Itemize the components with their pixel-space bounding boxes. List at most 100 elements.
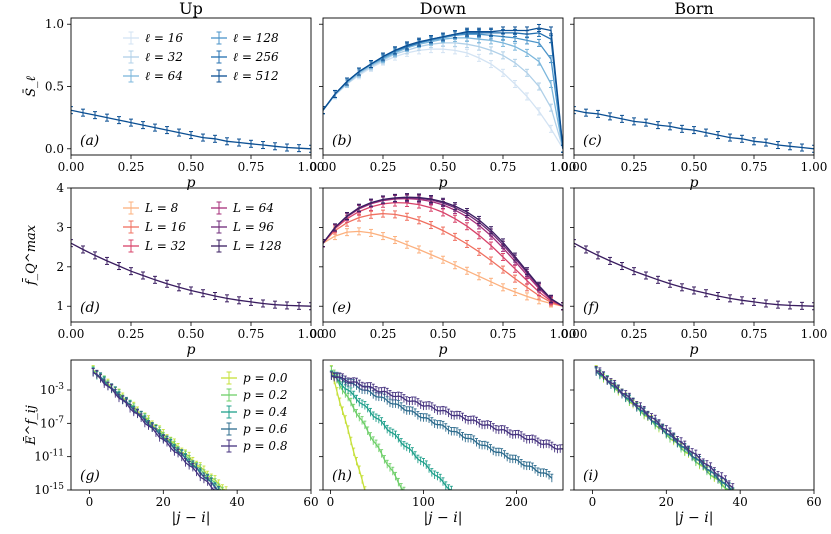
x-tick-label: 0.00 [310, 327, 337, 341]
legend: p = 0.0 p = 0.2 p = 0.4 p = 0.6 p = 0.8 [221, 371, 288, 453]
panel-label: (f) [583, 300, 599, 316]
series-line-p08 [92, 372, 215, 490]
panel-b: 0.00 0.25 0.50 0.75 1.00 p (b) [310, 17, 577, 191]
series-line-p08 [595, 369, 734, 489]
x-axis-label: p [690, 175, 699, 191]
column-title-down: Down [420, 0, 466, 18]
x-axis-label: |j − i| [675, 510, 714, 526]
x-axis-label: p [439, 175, 448, 191]
x-tick-label: 0.00 [561, 160, 588, 174]
column-title-up: Up [179, 0, 203, 18]
legend-entry: L = 64 [232, 201, 274, 215]
x-tick-label: 0.00 [561, 327, 588, 341]
x-tick-label: 1.00 [298, 327, 325, 341]
x-axis-label: p [439, 342, 448, 358]
panel-a: 0.00 0.25 0.50 0.75 1.00 0.0 0.5 1.0 p S̄_ℓ (a) ℓ =… [23, 17, 325, 191]
x-tick-label: 0 [589, 495, 597, 509]
axes-frame [322, 359, 564, 491]
x-axis-label: p [187, 342, 196, 358]
y-tick-label: 4 [56, 181, 64, 195]
x-tick-label: 0.75 [741, 160, 768, 174]
legend-entry: ℓ = 16 [145, 31, 183, 45]
plot-area [323, 193, 563, 311]
legend-entry: p = 0.4 [243, 405, 287, 419]
y-tick-label: 1 [56, 299, 64, 313]
legend-entry: p = 0.8 [243, 439, 288, 453]
legend-entry: p = 0.2 [243, 388, 287, 402]
plot-area [574, 106, 814, 153]
y-tick-label: 10-3 [40, 382, 64, 397]
panel-e: 0.00 0.25 0.50 0.75 1.00 p (e) [310, 187, 577, 358]
x-tick-label: 0.00 [58, 160, 85, 174]
x-tick-label: 0.75 [490, 327, 517, 341]
legend-entry: L = 128 [232, 239, 282, 253]
panel-g: 0 20 40 60 10-3 10-7 10-11 10-15 |j − i| Ē^f_ij (g… [23, 359, 319, 526]
y-tick-label: 10-15 [34, 482, 64, 497]
panel-label: (h) [332, 468, 352, 484]
x-tick-label: 0.75 [238, 160, 265, 174]
x-tick-label: 100 [412, 495, 435, 509]
x-tick-label: 0.50 [178, 160, 205, 174]
y-axis-label: S̄_ℓ [23, 76, 39, 97]
plot-area [91, 365, 228, 490]
x-tick-label: 0.25 [370, 160, 397, 174]
panel-label: (c) [583, 133, 602, 149]
panel-label: (g) [80, 468, 100, 484]
legend-entry: L = 96 [232, 220, 274, 234]
x-tick-label: 1.00 [801, 160, 828, 174]
panel-label: (i) [583, 468, 598, 484]
y-tick-label: 1.0 [45, 17, 64, 31]
y-tick-label: 10-7 [40, 415, 64, 430]
legend-entry: ℓ = 128 [233, 31, 279, 45]
x-tick-label: 0.50 [681, 327, 708, 341]
x-tick-label: 40 [733, 495, 748, 509]
legend-entry: L = 32 [144, 239, 186, 253]
y-tick-label: 3 [56, 220, 64, 234]
axes-frame [573, 17, 815, 156]
legend-entry: p = 0.0 [243, 371, 288, 385]
series-line-p08 [331, 375, 563, 450]
series-line-p04 [331, 374, 452, 490]
x-tick-label: 60 [806, 495, 821, 509]
x-tick-label: 0.25 [621, 160, 648, 174]
x-tick-label: 0.75 [490, 160, 517, 174]
x-tick-label: 0.25 [370, 327, 397, 341]
x-tick-label: 1.00 [298, 160, 325, 174]
plot-area [323, 23, 563, 153]
x-axis-label: |j − i| [172, 510, 211, 526]
x-tick-label: 0.50 [681, 160, 708, 174]
panel-label: (b) [332, 133, 352, 149]
x-tick-label: 0 [327, 495, 335, 509]
series-line-L128 [574, 242, 814, 307]
legend-entry: ℓ = 256 [233, 50, 279, 64]
x-tick-label: 0.75 [238, 327, 265, 341]
legend-entry: L = 16 [144, 220, 186, 234]
legend-entry: ℓ = 64 [145, 69, 183, 83]
x-tick-label: 1.00 [550, 160, 577, 174]
panel-label: (a) [80, 133, 99, 149]
y-axis-label: Ē^f_ij [23, 405, 39, 446]
x-tick-label: 1.00 [550, 327, 577, 341]
panel-f: 0.00 0.25 0.50 0.75 1.00 p (f) [561, 187, 828, 358]
legend-entry: ℓ = 32 [145, 50, 183, 64]
x-tick-label: 0.00 [58, 327, 85, 341]
axes-frame [573, 359, 815, 491]
plot-area [574, 239, 814, 311]
panel-c: 0.00 0.25 0.50 0.75 1.00 p (c) [561, 17, 828, 191]
plot-area [329, 365, 563, 490]
x-axis-label: p [187, 175, 196, 191]
x-tick-label: 0.50 [430, 160, 457, 174]
legend: ℓ = 16 ℓ = 32 ℓ = 64 ℓ = 128 ℓ = 256 ℓ = 512 [123, 31, 279, 83]
x-tick-label: 1.00 [801, 327, 828, 341]
x-tick-label: 40 [230, 495, 245, 509]
x-tick-label: 60 [303, 495, 318, 509]
x-tick-label: 0.25 [621, 327, 648, 341]
y-axis-label: f̄_Q^max [22, 224, 39, 286]
column-title-born: Born [674, 0, 713, 18]
plot-area [594, 365, 735, 490]
legend-entry: p = 0.6 [243, 422, 288, 436]
x-axis-label: |j − i| [424, 510, 463, 526]
legend-entry: L = 8 [144, 201, 179, 215]
x-tick-label: 0.00 [310, 160, 337, 174]
y-tick-label: 0.5 [45, 80, 64, 94]
